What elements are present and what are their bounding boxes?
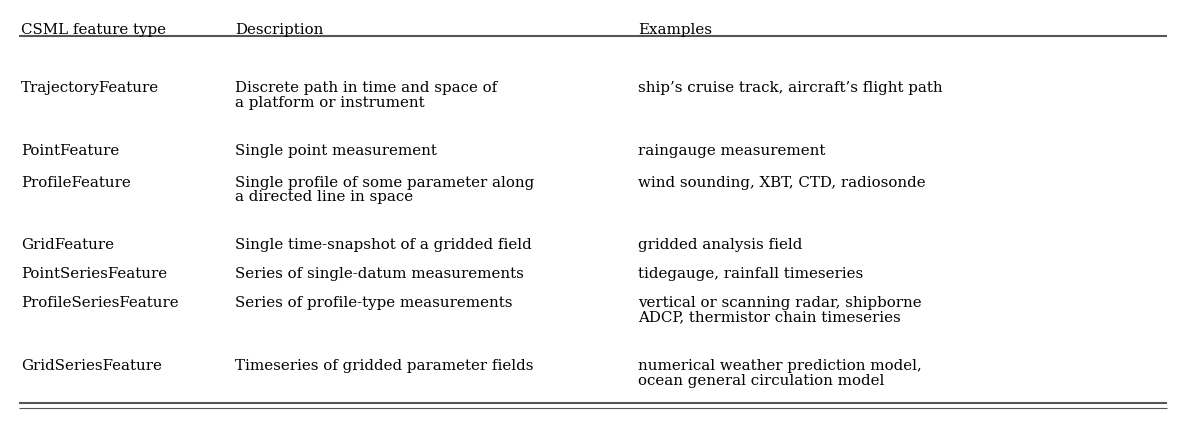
Text: vertical or scanning radar, shipborne: vertical or scanning radar, shipborne (638, 296, 922, 310)
Text: a platform or instrument: a platform or instrument (235, 96, 425, 109)
Text: wind sounding, XBT, CTD, radiosonde: wind sounding, XBT, CTD, radiosonde (638, 176, 926, 190)
Text: PointSeriesFeature: PointSeriesFeature (21, 267, 167, 281)
Text: Description: Description (235, 23, 324, 37)
Text: gridded analysis field: gridded analysis field (638, 238, 803, 252)
Text: a directed line in space: a directed line in space (235, 191, 413, 205)
Text: GridSeriesFeature: GridSeriesFeature (21, 359, 162, 373)
Text: tidegauge, rainfall timeseries: tidegauge, rainfall timeseries (638, 267, 863, 281)
Text: ProfileSeriesFeature: ProfileSeriesFeature (21, 296, 179, 310)
Text: Single profile of some parameter along: Single profile of some parameter along (235, 176, 534, 190)
Text: Series of profile-type measurements: Series of profile-type measurements (235, 296, 512, 310)
Text: GridFeature: GridFeature (21, 238, 114, 252)
Text: Discrete path in time and space of: Discrete path in time and space of (235, 81, 497, 95)
Text: Timeseries of gridded parameter fields: Timeseries of gridded parameter fields (235, 359, 534, 373)
Text: Single time-snapshot of a gridded field: Single time-snapshot of a gridded field (235, 238, 531, 252)
Text: CSML feature type: CSML feature type (21, 23, 166, 37)
Text: Examples: Examples (638, 23, 712, 37)
Text: numerical weather prediction model,: numerical weather prediction model, (638, 359, 922, 373)
Text: ADCP, thermistor chain timeseries: ADCP, thermistor chain timeseries (638, 310, 901, 325)
Text: ship’s cruise track, aircraft’s flight path: ship’s cruise track, aircraft’s flight p… (638, 81, 943, 95)
Text: PointFeature: PointFeature (21, 144, 120, 158)
Text: ocean general circulation model: ocean general circulation model (638, 374, 885, 388)
Text: Single point measurement: Single point measurement (235, 144, 436, 158)
Text: Series of single-datum measurements: Series of single-datum measurements (235, 267, 524, 281)
Text: ProfileFeature: ProfileFeature (21, 176, 132, 190)
Text: TrajectoryFeature: TrajectoryFeature (21, 81, 159, 95)
Text: raingauge measurement: raingauge measurement (638, 144, 825, 158)
